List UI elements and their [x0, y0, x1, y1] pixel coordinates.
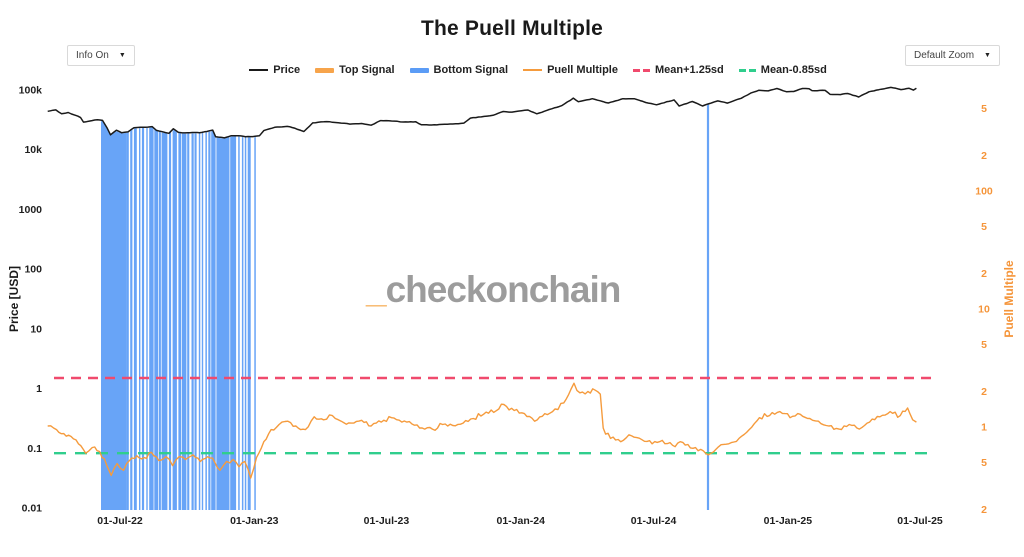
left-axis-tick: 10k [24, 144, 42, 156]
legend-label: Mean-0.85sd [760, 64, 827, 76]
legend-swatch-price [249, 69, 269, 71]
right-axis-tick: 2 [981, 386, 987, 398]
bottom-signal-band [168, 131, 172, 510]
price-line [47, 86, 917, 139]
bottom-signal-band [133, 128, 137, 511]
legend-label: Bottom Signal [433, 64, 509, 76]
bottom-signal-band [182, 133, 187, 510]
legend-label: Price [273, 64, 301, 76]
bottom-signal-band [241, 137, 244, 510]
left-axis-tick: 1 [36, 383, 42, 395]
left-axis-tick: 1000 [19, 204, 43, 216]
chevron-down-icon: ▼ [984, 52, 991, 59]
chevron-down-icon: ▼ [118, 52, 126, 59]
zoom-preset-label: Default Zoom [914, 50, 975, 61]
bottom-signal-band [130, 129, 133, 510]
x-axis-tick: 01-Jul-23 [364, 515, 410, 527]
legend-item-mean-lower[interactable]: Mean-0.85sd [738, 64, 827, 76]
right-axis-tick: 2 [981, 150, 987, 162]
bottom-signal-band [187, 133, 190, 510]
puell-multiple-line [47, 382, 917, 479]
bottom-signal-band [706, 104, 710, 511]
legend-item-mean-upper[interactable]: Mean+1.25sd [632, 64, 724, 76]
legend-label: Puell Multiple [547, 64, 618, 76]
watermark-underscore: _ [366, 269, 387, 310]
legend-item-bottom-signal[interactable]: Bottom Signal [409, 64, 509, 76]
left-axis-tick: 0.1 [27, 443, 42, 455]
left-axis-tick: 0.01 [22, 503, 43, 515]
x-axis-tick: 01-Jul-25 [897, 515, 943, 527]
left-axis-tick: 100 [24, 264, 42, 276]
right-axis-tick: 10 [978, 304, 990, 316]
bottom-signal-band [205, 132, 207, 511]
right-axis-tick: 5 [981, 221, 987, 233]
watermark-text: checkonchain [385, 269, 622, 310]
zoom-preset-dropdown[interactable]: Default Zoom ▼ [905, 45, 1000, 66]
bottom-signal-band [149, 127, 154, 510]
bottom-signal-band [230, 136, 237, 510]
x-axis-tick: 01-Jul-24 [631, 515, 677, 527]
legend-swatch-mean-lower [738, 68, 756, 72]
left-axis-tick: 100k [19, 85, 43, 97]
bottom-signal-band [172, 130, 177, 510]
legend-label: Mean+1.25sd [654, 64, 724, 76]
left-axis-tick: 10 [30, 323, 42, 335]
legend-label: Top Signal [339, 64, 395, 76]
legend-item-price[interactable]: Price [249, 64, 300, 76]
right-axis-tick: 5 [981, 457, 987, 469]
info-toggle-dropdown[interactable]: Info On ▼ [67, 45, 135, 66]
right-axis-tick: 1 [981, 422, 987, 434]
bottom-signal-band [158, 131, 161, 510]
bottom-signal-band [201, 132, 204, 510]
bottom-signal-band [208, 131, 211, 510]
checkonchain-watermark: _checkonchain [366, 269, 622, 311]
info-toggle-label: Info On [76, 50, 109, 61]
legend-item-top-signal[interactable]: Top Signal [315, 64, 395, 76]
bottom-signal-band [141, 128, 145, 510]
right-axis-tick: 5 [981, 339, 987, 351]
legend-swatch-puell-multiple [523, 69, 543, 71]
right-axis-tick: 100 [975, 186, 993, 198]
chart-legend: Price Top Signal Bottom Signal Puell Multip… [0, 64, 1024, 76]
axis-tick-labels: 100k 10k 1000 100 10 1 0.1 0.01 5 2 100 5 2 10 5 2 1 5 2 01… [19, 85, 993, 527]
bottom-signal-band [194, 133, 197, 510]
legend-swatch-mean-upper [632, 68, 650, 72]
bottom-signal-band [244, 137, 247, 510]
bottom-signal-band [101, 121, 127, 510]
x-axis-tick: 01-Jan-25 [764, 515, 813, 527]
bottom-signal-band [254, 137, 256, 510]
mean-reference-lines [54, 376, 936, 455]
bottom-signal-band [139, 128, 141, 510]
bottom-signal-band [247, 137, 251, 510]
bottom-signal-bands [101, 104, 710, 511]
bottom-signal-band [126, 132, 129, 510]
bottom-signal-band [154, 129, 158, 511]
right-axis-tick: 2 [981, 268, 987, 280]
legend-swatch-top-signal [315, 67, 335, 73]
bottom-signal-band [191, 133, 194, 511]
legend-item-puell-multiple[interactable]: Puell Multiple [523, 64, 618, 76]
legend-swatch-bottom-signal [409, 67, 429, 73]
page-title: The Puell Multiple [420, 17, 604, 40]
x-axis-tick: 01-Jan-23 [230, 515, 279, 527]
bottom-signal-band [161, 132, 168, 510]
x-axis-tick: 01-Jul-22 [97, 515, 143, 527]
x-axis-tick: 01-Jan-24 [497, 515, 546, 527]
bottom-signal-band [216, 137, 230, 510]
right-axis-tick: 5 [981, 103, 987, 115]
series-lines [47, 86, 917, 479]
bottom-signal-band [238, 136, 240, 510]
right-axis-tick: 2 [981, 504, 987, 516]
bottom-signal-band [178, 133, 182, 510]
bottom-signal-band [211, 131, 216, 510]
bottom-signal-band [146, 127, 148, 511]
bottom-signal-band [198, 133, 201, 511]
